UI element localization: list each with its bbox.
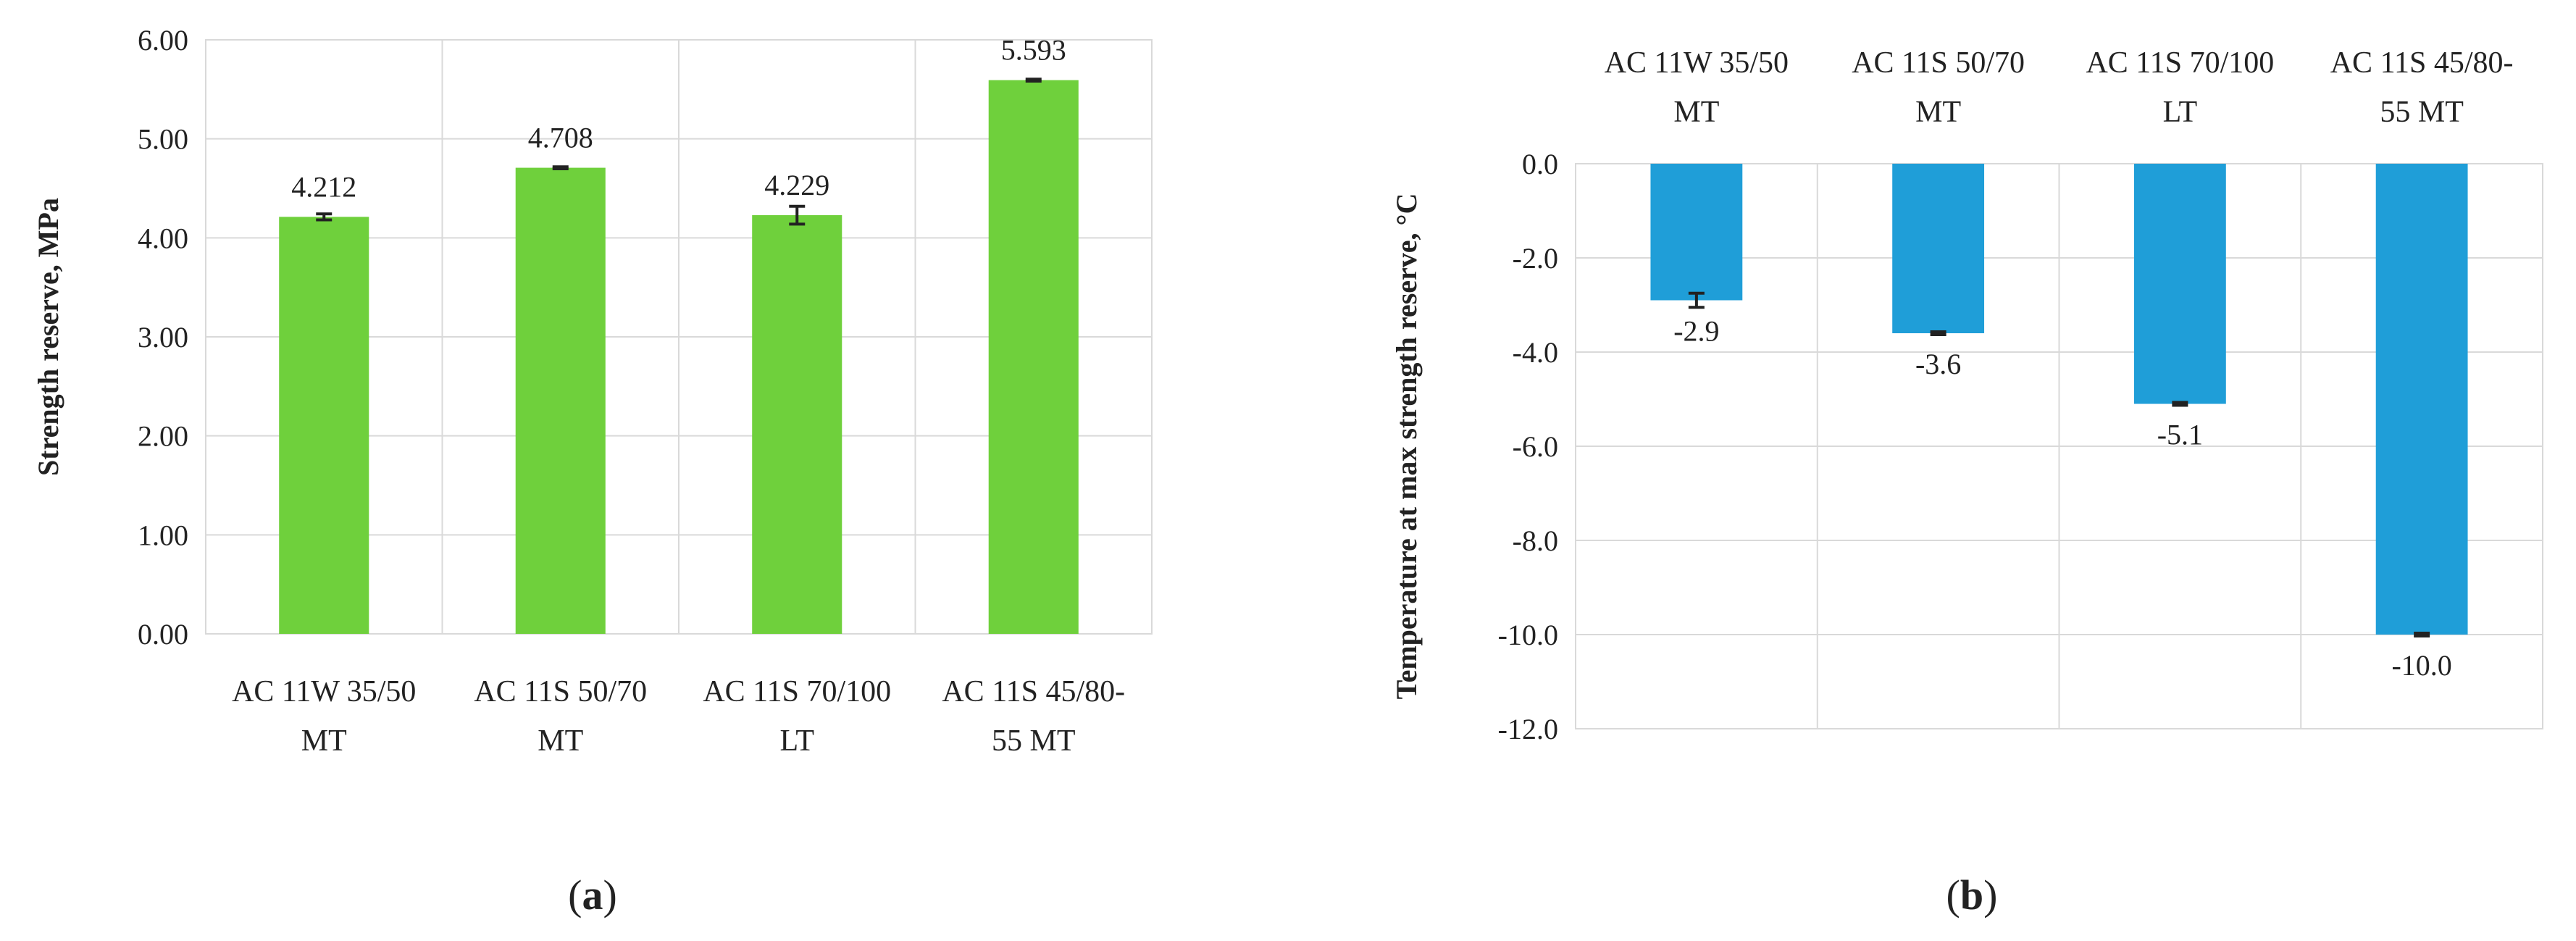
y-axis-title: Strength reserve, MPa [32,198,64,476]
y-tick-label: 6.00 [138,24,188,57]
error-bar [1025,78,1042,83]
data-label: -10.0 [2391,649,2451,682]
y-tick-label: 1.00 [138,519,188,551]
y-tick-label: -8.0 [1513,524,1558,557]
category-label: MT [1673,96,1719,129]
category-label: AC 11S 70/100 [703,675,891,708]
y-tick-label: -6.0 [1513,430,1558,463]
error-bar [789,204,806,226]
bar [752,215,842,635]
category-label: AC 11S 50/70 [474,675,647,708]
y-tick-label: 4.00 [138,222,188,254]
y-tick-label: -10.0 [1498,619,1558,651]
category-label: LT [780,724,814,758]
error-bar [316,212,333,222]
data-label: -3.6 [1915,348,1961,380]
data-label: 4.708 [528,122,593,154]
data-label: 4.229 [764,169,829,201]
category-label: 55 MT [2380,96,2464,129]
data-label: -5.1 [2157,419,2203,451]
y-tick-label: 0.00 [138,618,188,651]
y-tick-label: -4.0 [1513,336,1558,369]
category-label: MT [1915,96,1961,129]
bar [988,80,1079,634]
category-label: 55 MT [992,724,1076,758]
y-tick-label: 2.00 [138,420,188,453]
error-bar [1930,330,1946,336]
error-bar [2414,632,2430,637]
category-label: AC 11W 35/50 [1605,46,1789,80]
error-bar [2172,401,2188,407]
y-tick-label: 3.00 [138,321,188,354]
bar [1650,164,1743,301]
panel-label: (b) [1946,871,1998,919]
error-bar [552,165,569,170]
y-tick-label: 5.00 [138,123,188,156]
category-label: AC 11S 45/80- [942,675,1125,708]
data-label: -2.9 [1673,315,1719,348]
category-label: AC 11S 45/80- [2330,46,2514,80]
category-label: LT [2163,96,2197,129]
category-label: AC 11W 35/50 [232,675,416,708]
y-tick-label: -12.0 [1498,713,1558,745]
category-label: AC 11S 50/70 [1852,46,2025,80]
category-label: MT [301,724,347,758]
panel-label: (a) [568,871,617,919]
error-bar [1688,291,1705,309]
y-axis-title: Temperature at max strength reserve, °C [1390,193,1423,700]
y-tick-label: 0.0 [1522,148,1558,180]
bar [515,167,606,634]
data-label: 5.593 [1001,34,1066,67]
category-label: AC 11S 70/100 [2086,46,2274,80]
bar [279,217,369,634]
bar [1892,164,1985,333]
bar [2133,164,2226,404]
category-label: MT [538,724,583,758]
y-tick-label: -2.0 [1513,242,1558,275]
bar [2375,164,2468,635]
data-label: 4.212 [291,170,356,203]
